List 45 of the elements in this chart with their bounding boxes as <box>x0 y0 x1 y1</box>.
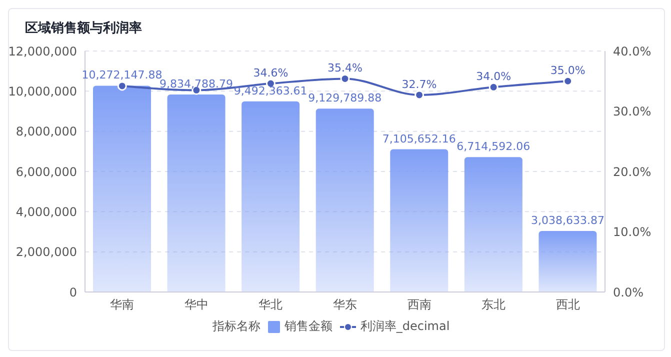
x-tick-label: 东北 <box>482 298 506 312</box>
y2-tick-label: 10.0% <box>613 225 652 240</box>
point <box>117 81 127 91</box>
bar <box>93 86 151 292</box>
legend-label: 利润率_decimal <box>360 318 450 335</box>
bar <box>316 108 374 292</box>
y-tick-label: 8,000,000 <box>16 124 77 139</box>
bar <box>167 94 226 292</box>
y2-tick-label: 0.0% <box>613 285 644 300</box>
y-tick-label: 0 <box>69 285 77 300</box>
y2-tick-label: 40.0% <box>613 44 652 58</box>
y-tick-label: 2,000,000 <box>16 245 77 260</box>
x-tick-label: 华南 <box>110 298 134 312</box>
chart-title: 区域销售额与利润率 <box>25 20 142 37</box>
x-tick-label: 西北 <box>556 298 580 312</box>
y-tick-label: 10,000,000 <box>8 84 77 98</box>
bar <box>538 230 597 292</box>
bar <box>464 157 522 292</box>
data-label: 9,834,788.79 <box>160 77 234 90</box>
data-label: 7,105,652.16 <box>382 132 456 146</box>
point <box>414 90 424 100</box>
bar <box>242 101 300 292</box>
y2-tick-label: 20.0% <box>613 164 652 179</box>
data-label: 35.4% <box>328 62 362 75</box>
bar <box>390 149 448 292</box>
point <box>488 82 498 92</box>
y-tick-label: 6,000,000 <box>16 164 77 179</box>
y-tick-label: 4,000,000 <box>16 204 77 219</box>
legend-title: 指标名称 <box>212 318 260 335</box>
data-label: 32.7% <box>402 78 437 91</box>
data-label: 35.0% <box>550 64 586 78</box>
legend-label: 销售金额 <box>284 318 332 335</box>
data-label: 9,492,363.61 <box>234 84 308 98</box>
data-label: 34.0% <box>476 70 512 84</box>
point <box>563 76 573 86</box>
data-label: 3,038,633.87 <box>530 214 604 227</box>
x-tick-label: 华中 <box>184 298 208 312</box>
data-label: 6,714,592.06 <box>456 140 530 154</box>
y-tick-label: 12,000,000 <box>8 44 77 58</box>
y2-tick-label: 30.0% <box>613 104 652 119</box>
data-label: 9,129,789.88 <box>308 92 382 105</box>
x-tick-label: 华北 <box>258 298 283 312</box>
x-tick-label: 华东 <box>333 298 357 312</box>
data-label: 34.6% <box>253 66 288 80</box>
x-tick-label: 西南 <box>407 298 432 312</box>
